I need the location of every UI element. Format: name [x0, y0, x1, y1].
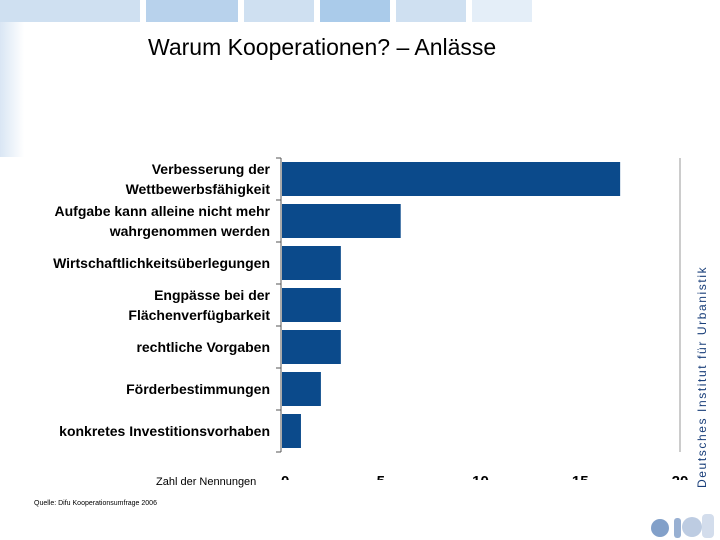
x-tick-label: 15 [572, 473, 589, 480]
x-tick-label: 10 [472, 473, 489, 480]
header-block-2 [146, 0, 238, 22]
bar-4 [282, 288, 341, 322]
difu-logo-icon [651, 514, 714, 538]
category-label: Wettbewerbsfähigkeit [126, 181, 271, 197]
category-label: Flächenverfügbarkeit [128, 307, 270, 323]
bar-6 [282, 372, 321, 406]
header-block-4 [320, 0, 390, 22]
bar-7 [282, 414, 301, 448]
header-block-1 [0, 0, 140, 22]
x-tick-label: 5 [377, 473, 385, 480]
bar-3 [282, 246, 341, 280]
bar-chart: Verbesserung der Wettbewerbsfähigkeit Aufg… [53, 157, 689, 480]
category-label: Aufgabe kann alleine nicht mehr [55, 203, 271, 219]
left-decoration [0, 22, 24, 157]
category-label: Verbesserung der [152, 161, 271, 177]
header-block-3 [244, 0, 314, 22]
bar-2 [282, 204, 401, 238]
category-label: Wirtschaftlichkeitsüberlegungen [53, 255, 270, 271]
header-block-6 [472, 0, 532, 22]
x-tick-label: 20 [672, 473, 689, 480]
category-label: Förderbestimmungen [126, 381, 270, 397]
source-note: Quelle: Difu Kooperationsumfrage 2006 [34, 500, 157, 507]
page-title: Warum Kooperationen? – Anlässe [148, 34, 497, 60]
bar-5 [282, 330, 341, 364]
x-axis-label: Zahl der Nennungen [156, 476, 257, 488]
header-decoration-bar [0, 0, 720, 22]
bar-1 [282, 162, 621, 196]
category-label: rechtliche Vorgaben [136, 339, 270, 355]
header-block-5 [396, 0, 466, 22]
sidebar-institute-text: Deutsches Institut für Urbanistik [695, 265, 709, 488]
category-label: wahrgenommen werden [109, 223, 270, 239]
x-tick-label: 0 [281, 473, 289, 480]
category-label: konkretes Investitionsvorhaben [59, 423, 270, 439]
category-label: Engpässe bei der [154, 287, 270, 303]
